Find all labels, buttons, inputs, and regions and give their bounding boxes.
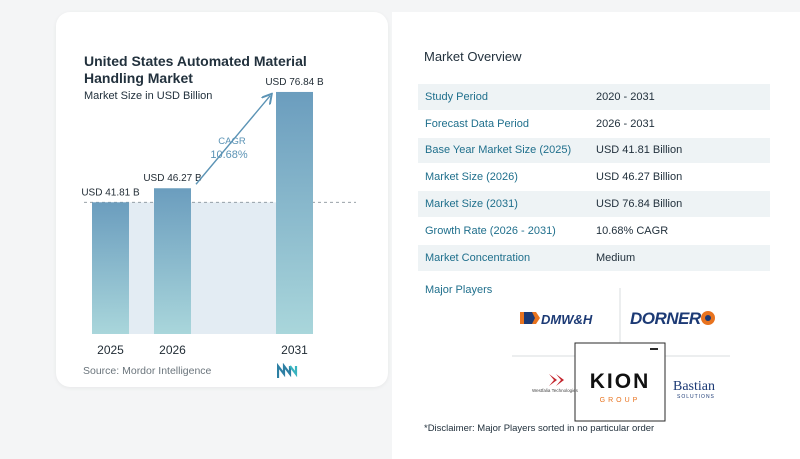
metric-value: 2026 - 2031 [596,117,655,130]
table-row: Market Concentration Medium [418,244,770,272]
tick-label-2026: 2026 [159,343,186,357]
table-row: Market Size (2026) USD 46.27 Billion [418,164,770,192]
metric-label: Base Year Market Size (2025) [425,144,572,157]
overview-title: Market Overview [424,49,522,64]
chart-card: United States Automated Material Handlin… [56,12,388,387]
dorner-mark-icon [705,315,711,321]
players-title: Major Players [425,284,493,296]
data-label-2031: USD 76.84 B [265,77,324,88]
data-label-2025: USD 41.81 B [81,187,140,198]
dorner-wordmark: DORNER [630,309,702,328]
metric-value: 10.68% CAGR [596,224,669,237]
cagr-label: CAGR [218,136,246,147]
bar-chart: USD 41.81 B 2025 USD 46.27 B 2026 USD 76.84 … [81,77,356,357]
metric-label: Market Concentration [425,251,531,264]
metric-label: Forecast Data Period [425,117,529,130]
bastian-logo: Bastian SOLUTIONS [673,379,715,400]
metric-label: Study Period [425,90,488,103]
chart-subtitle: Market Size in USD Billion [84,90,213,102]
table-row: Growth Rate (2026 - 2031) 10.68% CAGR [418,218,770,245]
players-grid: DMW&H DORNER KION GROUP Westfalia Techno… [512,288,730,422]
overview-panel: Market Overview Study Period 2020 - 2031… [392,12,800,459]
kion-subtext: GROUP [600,397,641,404]
bar-2025 [92,202,129,334]
chart-title: United States Automated Material Handlin… [84,53,307,86]
table-row: Study Period 2020 - 2031 [418,84,770,111]
bastian-wordmark: Bastian [673,379,715,394]
table-row: Market Size (2031) USD 76.84 Billion [418,191,770,218]
overview-table: Study Period 2020 - 2031 Forecast Data P… [418,84,770,272]
kion-logo: KION GROUP [574,342,666,422]
dmw-logo: DMW&H [520,312,593,327]
metric-label: Market Size (2031) [425,198,518,211]
cagr-arrow [195,96,270,185]
metric-value: USD 46.27 Billion [596,171,683,184]
source-text: Source: Mordor Intelligence [83,365,212,377]
mordor-logo-icon [277,363,298,378]
metric-value: Medium [596,251,636,264]
kion-mark-icon [650,348,658,350]
bar-2031 [276,91,313,334]
bar-2026 [154,188,191,334]
metric-value: USD 41.81 Billion [596,144,683,157]
dmw-wordmark: DMW&H [541,312,593,327]
metric-label: Growth Rate (2026 - 2031) [425,224,556,237]
metric-label: Market Size (2026) [425,171,518,184]
westfalia-mark-icon [556,374,564,386]
dmw-mark-icon [524,312,535,324]
bastian-subtext: SOLUTIONS [677,394,715,400]
cagr-value: 10.68% [210,149,248,161]
westfalia-logo: Westfalia Technologies [532,374,579,393]
data-label-2026: USD 46.27 B [143,173,202,184]
tick-label-2031: 2031 [281,343,308,357]
table-row: Base Year Market Size (2025) USD 41.81 B… [418,137,770,165]
metric-value: USD 76.84 Billion [596,198,683,211]
tick-label-2025: 2025 [97,343,124,357]
westfalia-wordmark: Westfalia Technologies [532,388,579,393]
metric-value: 2020 - 2031 [596,90,655,103]
kion-wordmark: KION [590,370,651,393]
disclaimer-text: *Disclaimer: Major Players sorted in no … [424,423,655,434]
westfalia-mark-icon [549,374,557,386]
kion-box [574,342,666,422]
dorner-logo: DORNER [630,309,715,328]
table-row: Forecast Data Period 2026 - 2031 [418,111,770,138]
baseline-shade [129,202,276,334]
